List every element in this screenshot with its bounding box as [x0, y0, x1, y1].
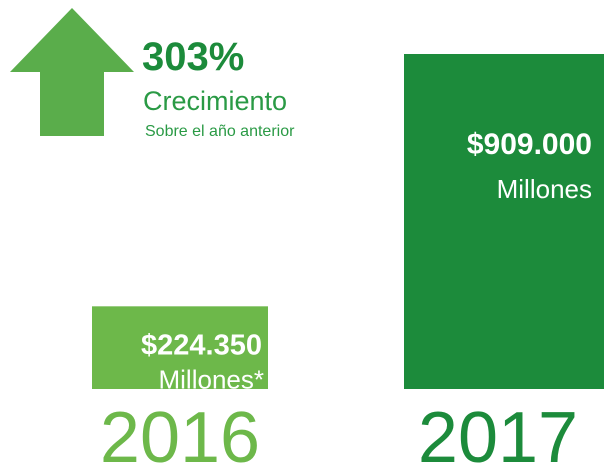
x-tick-label: 2016	[100, 398, 260, 466]
value-label: $224.350	[141, 329, 262, 361]
unit-label: Millones*	[159, 364, 265, 394]
growth-arrow	[10, 8, 134, 136]
growth-title: Crecimiento	[143, 86, 287, 116]
bar	[404, 54, 604, 389]
growth-value: 303%	[142, 35, 244, 79]
unit-label: Millones	[497, 174, 592, 204]
value-label: $909.000	[467, 128, 592, 161]
x-tick-label: 2017	[418, 398, 578, 466]
growth-subtitle: Sobre el año anterior	[145, 123, 295, 140]
bar	[92, 306, 268, 389]
